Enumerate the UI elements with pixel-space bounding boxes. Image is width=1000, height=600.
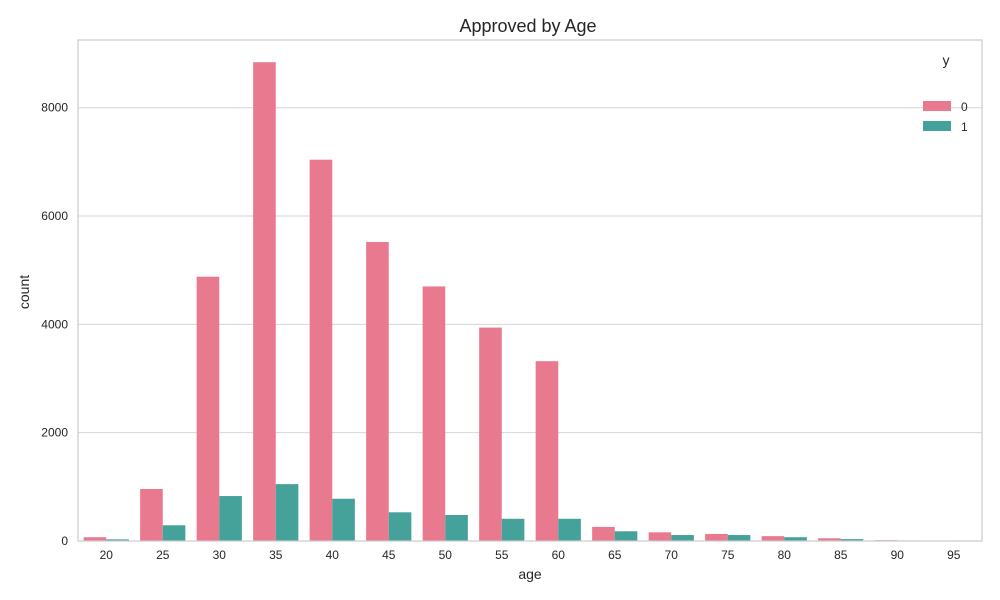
bar-age-50-y1 [445,515,468,541]
x-tick-label: 45 [382,548,396,562]
y-tick-label: 2000 [41,426,68,440]
bars [83,62,977,542]
bar-age-30-y0 [196,276,220,541]
bar-age-40-y1 [332,498,355,541]
legend-swatch-0 [923,101,951,111]
x-tick-label: 50 [439,548,453,562]
bar-age-55-y0 [479,327,502,541]
legend: y 0 1 [923,52,968,134]
chart-title: Approved by Age [459,16,596,36]
bar-age-25-y1 [162,525,186,541]
x-tick-label: 65 [608,548,622,562]
y-tick-label: 4000 [41,317,68,331]
bar-age-80-y0 [761,536,785,541]
bar-age-40-y0 [309,159,333,542]
bar-age-65-y1 [614,531,638,541]
plot-frame [77,39,983,542]
x-tick-label: 35 [269,548,283,562]
bar-age-75-y0 [705,533,728,541]
bar-age-75-y1 [727,535,751,541]
legend-label-0: 0 [961,100,968,114]
legend-title: y [943,52,950,68]
y-tick-labels: 0 2000 4000 6000 8000 [41,101,68,548]
x-tick-label: 95 [947,548,961,562]
bar-age-20-y1 [106,539,129,541]
x-tick-label: 75 [721,548,735,562]
x-tick-label: 25 [156,548,170,562]
bar-age-30-y1 [219,496,242,541]
y-tick-label: 0 [61,534,68,548]
x-tick-label: 30 [213,548,227,562]
bar-age-85-y1 [840,539,864,541]
bar-age-45-y0 [366,242,389,541]
bar-age-55-y1 [501,518,525,541]
x-tick-label: 90 [891,548,905,562]
x-tick-labels: 20 25 30 35 40 45 50 55 60 65 70 75 80 85 90 95 [100,548,961,562]
x-tick-label: 40 [326,548,340,562]
bar-age-60-y1 [558,518,581,541]
x-axis-label: age [518,566,542,582]
x-tick-label: 60 [552,548,566,562]
y-tick-label: 8000 [41,101,68,115]
x-tick-label: 80 [778,548,792,562]
bar-age-70-y0 [648,532,672,541]
y-tick-label: 6000 [41,209,68,223]
legend-label-1: 1 [961,120,968,134]
bar-age-50-y0 [422,286,446,541]
bar-age-25-y0 [140,489,163,541]
y-axis-label: count [16,275,32,309]
x-tick-label: 85 [834,548,848,562]
bar-age-45-y1 [388,512,412,541]
x-tick-label: 70 [665,548,679,562]
bar-age-85-y0 [818,538,841,541]
bar-age-80-y1 [784,537,807,541]
bar-age-70-y1 [671,535,694,541]
bar-age-35-y0 [253,62,276,542]
bar-age-60-y0 [535,361,559,541]
bar-age-35-y1 [275,484,299,541]
x-tick-label: 20 [100,548,114,562]
bar-age-65-y0 [592,526,615,541]
x-tick-label: 55 [495,548,509,562]
bar-age-20-y0 [83,537,107,541]
legend-swatch-1 [923,121,951,131]
